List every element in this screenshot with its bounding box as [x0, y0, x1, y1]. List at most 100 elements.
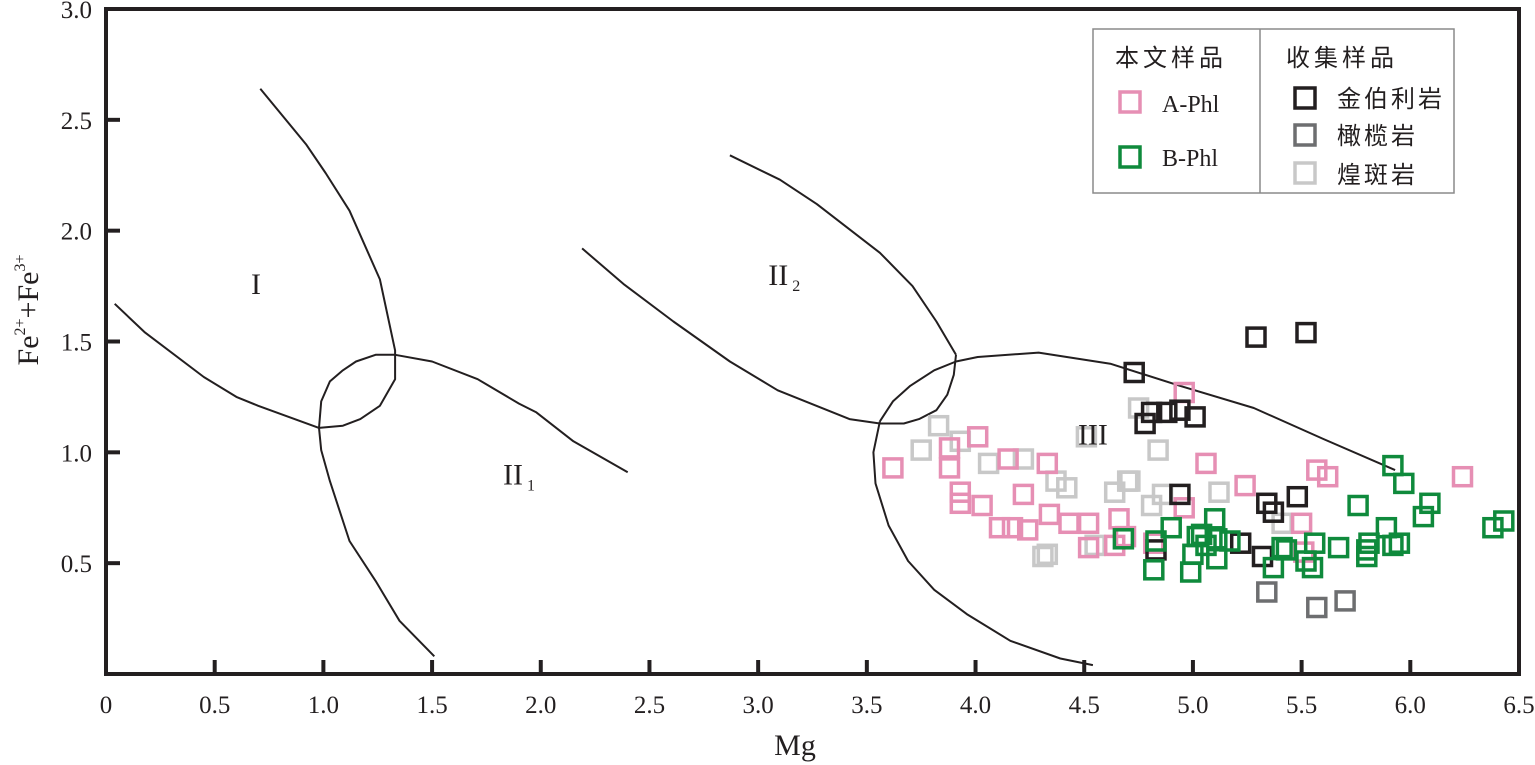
data-point-lamprophyre: [927, 414, 950, 437]
x-tick-label: 2.0: [525, 692, 556, 719]
data-point-a-phl: [1234, 474, 1256, 497]
data-point-peridotite: [1334, 590, 1356, 612]
data-point-a-phl: [1451, 465, 1474, 488]
data-point-lamprophyre: [1056, 477, 1078, 499]
data-point-b-phl: [1356, 545, 1378, 568]
legend-marker-a-phl: [1118, 90, 1142, 114]
data-point-a-phl: [971, 494, 993, 517]
x-tick-label: 5.5: [1286, 692, 1317, 719]
y-tick-label: 0.5: [61, 551, 92, 578]
boundary-I-lower: [114, 303, 320, 429]
data-point-a-phl: [1038, 503, 1061, 526]
data-point-a-phl: [1108, 508, 1130, 530]
data-point-b-phl: [1493, 510, 1515, 532]
data-point-lamprophyre: [1103, 481, 1126, 503]
legend-group-this-study: 本文样品: [1115, 44, 1227, 72]
y-tick-label: 3.0: [61, 0, 92, 24]
data-point-peridotite: [1256, 581, 1278, 603]
data-point-lamprophyre: [1075, 426, 1098, 448]
data-point-b-phl: [1412, 505, 1435, 528]
data-point-b-phl: [1301, 556, 1324, 579]
data-point-kimberlite: [1295, 321, 1317, 344]
data-point-b-phl: [1160, 516, 1182, 539]
data-point-b-phl: [1145, 530, 1167, 552]
data-point-b-phl: [1419, 492, 1441, 515]
data-point-b-phl: [1275, 539, 1298, 561]
data-point-b-phl: [1203, 508, 1226, 530]
data-point-b-phl: [1262, 556, 1285, 579]
data-point-a-phl: [966, 426, 989, 448]
data-point-b-phl: [1190, 523, 1213, 546]
data-point-lamprophyre: [1045, 470, 1067, 492]
data-point-lamprophyre: [949, 430, 972, 453]
data-point-a-phl: [1001, 516, 1024, 539]
data-point-a-phl: [1173, 497, 1195, 519]
data-point-b-phl: [1358, 532, 1380, 554]
data-point-a-phl: [1290, 512, 1313, 535]
data-point-b-phl: [1112, 528, 1135, 550]
boundary-III-upper: [879, 351, 1396, 472]
data-point-b-phl: [1195, 534, 1217, 557]
region-I: I: [251, 268, 261, 301]
y-axis-title: Fe2++Fe3+: [12, 255, 45, 366]
data-point-b-phl: [1206, 528, 1228, 550]
data-point-a-phl: [1306, 459, 1328, 481]
data-point-lamprophyre: [1036, 543, 1059, 566]
data-point-a-phl: [949, 481, 972, 503]
x-tick-label: 4.5: [1069, 692, 1100, 719]
data-point-kimberlite: [1169, 399, 1191, 421]
boundary-III-lower: [872, 421, 1094, 667]
data-point-b-phl: [1388, 532, 1411, 554]
legend-box: [1092, 28, 1455, 194]
svg-text:Fe2++Fe3+: Fe2++Fe3+: [12, 255, 45, 366]
x-tick-label: 0: [100, 692, 113, 719]
data-point-a-phl: [1077, 512, 1100, 535]
x-tick-label: 3.5: [851, 692, 882, 719]
x-tick-label: 5.0: [1177, 692, 1208, 719]
data-point-b-phl: [1219, 530, 1241, 552]
data-point-lamprophyre: [1208, 481, 1230, 503]
data-point-a-phl: [1012, 483, 1035, 506]
data-point-a-phl: [997, 448, 1019, 470]
region-II2: II 2: [768, 259, 800, 295]
legend-label-a-phl: A-Phl: [1162, 92, 1220, 118]
data-point-a-phl: [949, 492, 972, 515]
legend: 本文样品 收集样品 A-Phl B-Phl 金伯利岩 橄榄岩 煌斑岩: [1092, 28, 1455, 194]
data-point-peridotite: [1306, 596, 1328, 619]
data-point-b-phl: [1179, 561, 1202, 583]
data-point-a-phl: [1077, 536, 1100, 559]
legend-label-b-phl: B-Phl: [1162, 146, 1218, 172]
data-point-a-phl: [988, 516, 1011, 539]
data-point-a-phl: [882, 457, 904, 479]
y-tick-label: 1.0: [61, 440, 92, 467]
data-point-kimberlite: [1262, 501, 1285, 523]
region-labels: I II 1 II 2 III: [251, 259, 1108, 495]
data-point-lamprophyre: [1151, 483, 1174, 506]
data-point-lamprophyre: [1147, 439, 1169, 461]
boundary-II1-upper: [394, 353, 629, 474]
legend-marker-kimberlite: [1293, 86, 1317, 110]
y-axis-ticks: 0.5 1.0 1.5 2.0 2.5 3.0: [61, 0, 120, 578]
x-tick-label: 2.5: [634, 692, 665, 719]
data-point-lamprophyre: [1032, 545, 1054, 568]
data-point-b-phl: [1382, 454, 1404, 477]
region-II1: II 1: [503, 459, 535, 495]
x-axis-title: Mg: [774, 729, 816, 762]
data-point-a-phl: [1143, 532, 1165, 554]
data-point-kimberlite: [1169, 483, 1191, 506]
data-point-a-phl: [1316, 465, 1339, 488]
x-axis-ticks: 0 0.5 1.0 1.5 2.0 2.5 3.0 3.5 4.0 4.5 5.0 5.5 6.0 6.5: [100, 660, 1535, 719]
data-point-b-phl: [1271, 536, 1293, 559]
data-points: [882, 321, 1515, 619]
data-point-kimberlite: [1184, 406, 1206, 428]
boundary-lens-top: [318, 353, 396, 428]
legend-marker-b-phl: [1118, 145, 1142, 169]
x-tick-label: 6.5: [1503, 692, 1534, 719]
data-point-lamprophyre: [910, 439, 932, 461]
data-point-kimberlite: [1229, 532, 1252, 554]
legend-label-kimberlite: 金伯利岩: [1337, 85, 1445, 113]
y-title-sup2: 3+: [12, 255, 29, 272]
legend-marker-peridotite: [1293, 123, 1317, 147]
boundary-II2-upper: [729, 154, 957, 356]
data-point-b-phl: [1327, 536, 1350, 559]
